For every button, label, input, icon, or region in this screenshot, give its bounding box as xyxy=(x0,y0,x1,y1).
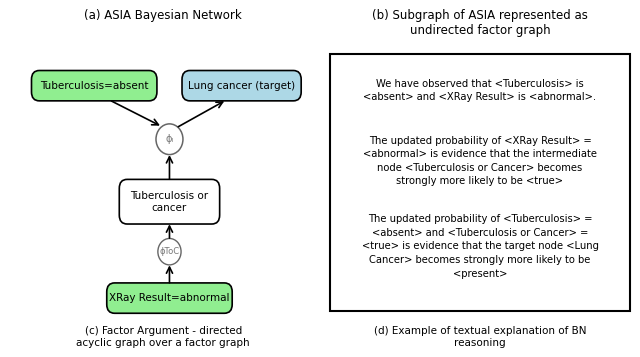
Circle shape xyxy=(156,124,183,155)
Text: The updated probability of <Tuberculosis> =
<absent> and <Tuberculosis or Cancer: The updated probability of <Tuberculosis… xyxy=(362,214,598,278)
Text: XRay Result=abnormal: XRay Result=abnormal xyxy=(109,293,230,303)
Text: (b) Subgraph of ASIA represented as
undirected factor graph: (b) Subgraph of ASIA represented as undi… xyxy=(372,9,588,37)
Circle shape xyxy=(158,238,181,265)
FancyBboxPatch shape xyxy=(31,70,157,101)
Text: ϕToC: ϕToC xyxy=(159,247,180,256)
FancyBboxPatch shape xyxy=(107,283,232,313)
Text: We have observed that <Tuberculosis> is
<absent> and <XRay Result> is <abnormal>: We have observed that <Tuberculosis> is … xyxy=(364,79,596,102)
Text: Lung cancer (target): Lung cancer (target) xyxy=(188,81,295,91)
Text: ϕₗ: ϕₗ xyxy=(165,134,173,144)
Text: (c) Factor Argument - directed
acyclic graph over a factor graph: (c) Factor Argument - directed acyclic g… xyxy=(76,326,250,348)
Text: Tuberculosis or
cancer: Tuberculosis or cancer xyxy=(131,191,209,212)
Text: (d) Example of textual explanation of BN
reasoning: (d) Example of textual explanation of BN… xyxy=(374,326,586,348)
Text: Tuberculosis=absent: Tuberculosis=absent xyxy=(40,81,148,91)
Text: The updated probability of <XRay Result> =
<abnormal> is evidence that the inter: The updated probability of <XRay Result>… xyxy=(363,136,597,186)
Text: (a) ASIA Bayesian Network: (a) ASIA Bayesian Network xyxy=(84,9,242,22)
FancyBboxPatch shape xyxy=(119,180,220,224)
FancyBboxPatch shape xyxy=(182,70,301,101)
FancyBboxPatch shape xyxy=(330,54,630,311)
